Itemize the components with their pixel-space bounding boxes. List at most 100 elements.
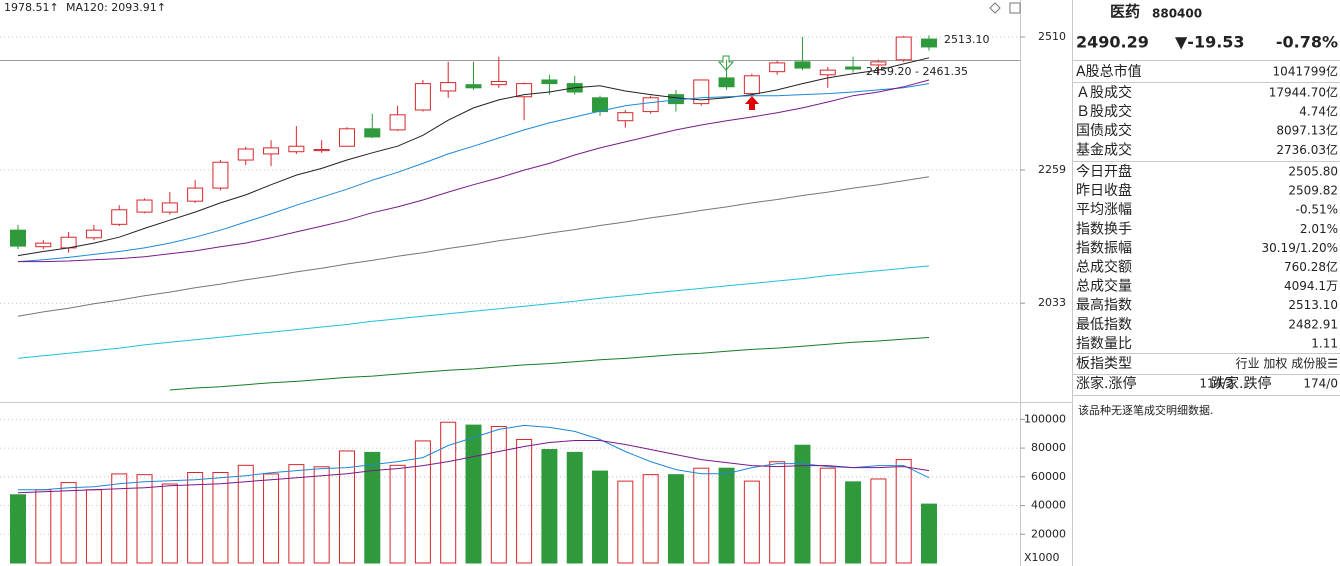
candle-body <box>465 84 482 89</box>
candle-body <box>440 82 457 92</box>
volume-bar <box>187 472 204 564</box>
volume-bar <box>161 483 178 564</box>
candle-body <box>516 83 533 98</box>
candle-body <box>60 236 77 249</box>
field-value: 2.01% <box>1300 222 1338 236</box>
volume-bar <box>794 444 811 564</box>
trade-note: 该品种无逐笔成交明细数据. <box>1078 403 1214 417</box>
candle-body <box>338 128 355 147</box>
field-value: 行业 加权 成份股☰ <box>1236 357 1338 371</box>
candle-body <box>364 128 381 138</box>
candle-body <box>161 202 178 213</box>
field-value: 2482.91 <box>1288 317 1338 331</box>
field-value: 760.28亿 <box>1284 259 1338 274</box>
breadth-value: 174/0 <box>1303 377 1338 391</box>
window-icon[interactable] <box>1009 2 1021 14</box>
y-tick-label: 100000 <box>1024 412 1066 425</box>
field-value: 1041799亿 <box>1273 64 1338 79</box>
y-tick-label: 2259 <box>1038 163 1066 176</box>
volume-bar <box>592 470 609 564</box>
volume-bar <box>237 464 254 564</box>
field-value: 30.19/1.20% <box>1261 241 1338 255</box>
volume-bar <box>364 451 381 564</box>
breadth-label: 跌家.跌停 <box>1211 375 1271 392</box>
indicator-line <box>17 440 930 494</box>
volume-bar <box>60 482 77 564</box>
annotation: 2513.10 <box>944 33 990 46</box>
volume-bar <box>743 480 760 564</box>
candle-body <box>718 77 735 88</box>
indicator-line <box>169 337 930 391</box>
legend-entry: MA120: 2093.91↑ <box>66 1 166 14</box>
y-tick-label: 2033 <box>1038 296 1066 309</box>
candle-body <box>237 148 254 161</box>
volume-bar <box>490 426 507 564</box>
volume-bar <box>617 480 634 564</box>
field-value: 8097.13亿 <box>1276 123 1338 138</box>
y-tick-label: 2510 <box>1038 30 1066 43</box>
candle-body <box>85 229 102 239</box>
field-label: 今日开盘 <box>1076 163 1132 180</box>
y-tick-label: 80000 <box>1031 441 1066 454</box>
candle-body <box>10 229 26 247</box>
volume-bar <box>263 473 280 564</box>
breadth-label: 涨家.涨停 <box>1076 375 1136 392</box>
y-tick-label: 20000 <box>1031 527 1066 540</box>
field-value: 2509.82 <box>1288 184 1338 198</box>
volume-bar <box>769 461 786 564</box>
field-label: 总成交额 <box>1076 259 1132 276</box>
candle-body <box>617 112 634 122</box>
volume-bar <box>895 459 912 564</box>
candle-body <box>870 61 887 66</box>
volume-bar <box>111 473 128 564</box>
security-name: 医药 <box>1110 3 1140 21</box>
candle-body <box>187 187 204 202</box>
field-label: 国债成交 <box>1076 122 1132 139</box>
candle-body <box>212 161 229 189</box>
field-value: 2513.10 <box>1288 298 1338 312</box>
price-change: ▼-19.53 <box>1175 33 1245 52</box>
volume-bar <box>10 494 26 564</box>
volume-bar <box>288 464 305 564</box>
breadth-value: 114/2 <box>1199 377 1234 391</box>
indicator-line <box>18 79 930 263</box>
candle-body <box>263 147 280 155</box>
candle-body <box>35 242 52 248</box>
candle-body <box>111 209 128 225</box>
volume-bar <box>212 472 229 564</box>
field-label: 昨日收盘 <box>1076 182 1132 199</box>
candle-body <box>490 81 507 86</box>
volume-bar <box>313 466 330 564</box>
candle-body <box>313 149 330 152</box>
indicator-line <box>17 176 930 317</box>
candle-body <box>845 66 862 70</box>
volume-bar <box>516 438 533 564</box>
diamond-icon[interactable] <box>989 2 1001 14</box>
candle-body <box>541 79 558 85</box>
field-label: 最低指数 <box>1076 317 1132 333</box>
candle-body <box>642 97 659 113</box>
candle-body <box>389 114 406 131</box>
field-label: 指数量比 <box>1076 336 1132 352</box>
indicator-line <box>17 83 930 263</box>
candle-body <box>288 145 305 153</box>
signal-arrow-down <box>717 55 735 71</box>
field-value: 1.11 <box>1311 336 1338 350</box>
candle-body <box>921 38 937 48</box>
field-label: Ａ股成交 <box>1076 84 1132 101</box>
field-label: 总成交量 <box>1076 278 1132 295</box>
field-label: 指数振幅 <box>1076 240 1132 256</box>
y-tick-label: 40000 <box>1031 499 1066 512</box>
unit-label: X1000 <box>1024 551 1060 564</box>
volume-bar <box>819 467 836 564</box>
field-value: 2505.80 <box>1288 165 1338 179</box>
field-label: A股总市值 <box>1076 63 1142 80</box>
field-value: -0.51% <box>1296 203 1338 217</box>
volume-bar <box>921 503 937 564</box>
field-label: Ｂ股成交 <box>1076 103 1132 120</box>
volume-bar <box>566 451 583 564</box>
candle-body <box>414 83 431 111</box>
legend-entry: 1978.51↑ <box>4 1 59 14</box>
field-label: 平均涨幅 <box>1076 202 1132 218</box>
